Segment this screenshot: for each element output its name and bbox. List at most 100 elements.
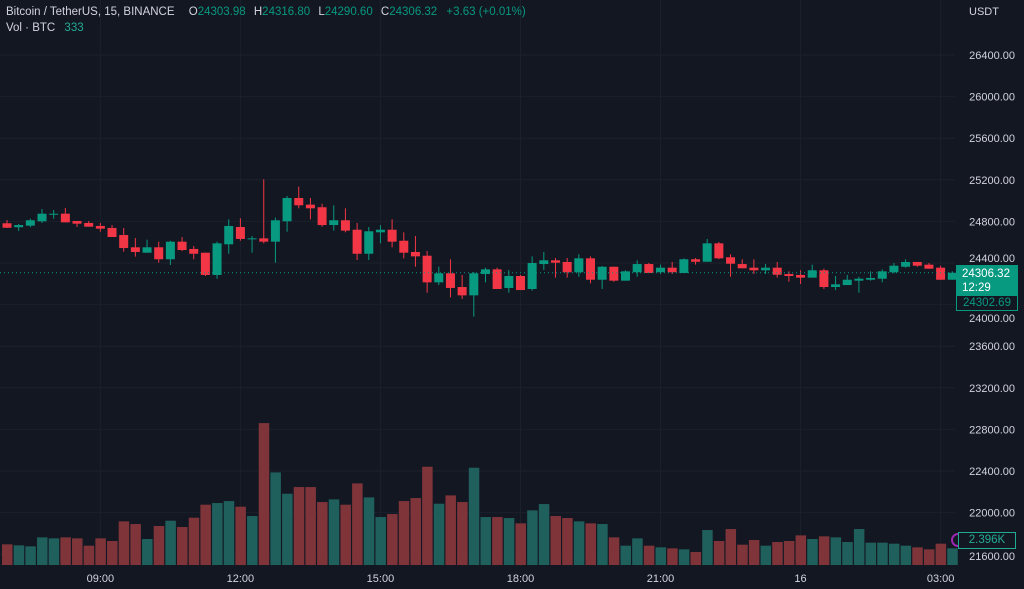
open-label: O: [188, 6, 198, 18]
volume-bar: [690, 552, 702, 565]
candle-body: [25, 220, 35, 226]
candle-body: [410, 251, 420, 257]
candle-body: [807, 270, 817, 278]
candle-body: [784, 274, 794, 276]
candle-body: [37, 213, 47, 222]
volume-bar: [748, 540, 760, 565]
low-label: L: [318, 6, 325, 18]
volume-bar: [433, 503, 445, 565]
volume-bar: [935, 543, 947, 565]
volume-bar: [258, 423, 270, 565]
volume-bar: [912, 547, 923, 565]
candle-body: [422, 255, 432, 283]
volume-bar: [865, 542, 877, 565]
candle-body: [282, 198, 292, 222]
volume-tag: 2.396K: [958, 532, 1016, 549]
symbol-title[interactable]: Bitcoin / TetherUS, 15, BINANCE: [6, 6, 175, 18]
volume-bar: [597, 524, 608, 565]
price-tick-label: 22800.00: [969, 424, 1015, 436]
price-tick-label: 22400.00: [969, 466, 1015, 478]
candle-body: [714, 243, 724, 259]
volume-bar: [608, 537, 620, 565]
volume-bar: [25, 546, 36, 565]
candle-body: [574, 258, 584, 273]
candle-body: [562, 261, 572, 273]
volume-bar: [352, 483, 363, 565]
prev-close-tag: 24302.69: [956, 295, 1018, 311]
open-value: 24303.98: [197, 6, 246, 18]
time-axis[interactable]: 09:00 12:00 15:00 18:00 21:00 16 03:00: [87, 573, 955, 585]
volume-bar: [375, 517, 386, 565]
volume-bar: [585, 523, 596, 565]
volume-bar: [772, 542, 783, 565]
volume-bar: [398, 501, 410, 565]
candle-body: [352, 229, 362, 254]
volume-bar: [37, 537, 48, 565]
candle-body: [387, 229, 397, 242]
price-axis[interactable]: 26400.00 26000.00 25600.00 25200.00 24800.00…: [969, 50, 1015, 563]
close-label: C: [380, 6, 390, 18]
volume-bar: [760, 545, 772, 565]
volume-bar: [853, 529, 865, 565]
volume-legend: Vol · BTC 333: [6, 22, 84, 34]
candle-body: [340, 220, 350, 231]
candle-body: [632, 264, 642, 273]
candle-body: [889, 265, 899, 273]
candle-body: [621, 271, 631, 281]
candle-body: [224, 225, 234, 245]
volume-bar: [293, 487, 305, 565]
currency-label[interactable]: USDT: [969, 6, 999, 18]
price-tick-label: 25600.00: [969, 133, 1015, 145]
price-tick-label: 23200.00: [969, 383, 1015, 395]
price-tick-label: 22000.00: [969, 508, 1015, 520]
candle-body: [691, 259, 701, 262]
candle-body: [259, 238, 269, 242]
candle-body: [737, 264, 747, 269]
candle-body: [294, 198, 304, 206]
volume-bar: [247, 516, 258, 565]
candle-body: [154, 247, 164, 260]
volume-bar: [457, 502, 468, 565]
candle-body: [457, 287, 467, 296]
volume-bar: [655, 547, 667, 565]
candle-body: [539, 260, 549, 265]
volume-value: 333: [64, 22, 84, 34]
candle-body: [95, 225, 105, 229]
candle-body: [399, 240, 409, 253]
candle-body: [84, 222, 94, 227]
change-value: +3.63 (+0.01%): [446, 6, 526, 18]
volume-bar: [678, 549, 690, 565]
candle-body: [305, 204, 315, 209]
volume-bar: [200, 504, 211, 565]
candle-body: [492, 269, 502, 289]
candle-body: [679, 259, 689, 273]
candle-body: [936, 267, 946, 280]
volume-bar: [95, 538, 106, 565]
volume-bar: [328, 499, 340, 565]
volume-bar: [713, 541, 725, 565]
volume-bar: [363, 497, 375, 565]
candle-body: [212, 243, 222, 275]
candle-body: [72, 220, 82, 224]
volume-label[interactable]: Vol · BTC: [6, 22, 56, 34]
volume-bar: [387, 514, 398, 565]
candle-body: [119, 235, 129, 249]
volume-bar: [620, 545, 632, 565]
volume-bar: [702, 530, 713, 565]
volume-bar: [888, 543, 900, 565]
candle-body: [831, 284, 841, 288]
close-value: 24306.32: [389, 6, 438, 18]
volume-bar: [83, 545, 95, 565]
volume-bar: [527, 510, 538, 565]
candle-body: [60, 213, 70, 223]
candle-body: [375, 229, 385, 233]
time-tick-label: 09:00: [87, 573, 115, 585]
volume-bar: [807, 539, 818, 565]
candle-body: [819, 270, 829, 288]
candle-body: [702, 243, 712, 262]
candle-body: [609, 266, 619, 281]
bar-countdown: 12:29: [962, 282, 991, 294]
candle-body: [200, 252, 210, 275]
volume-bar: [235, 506, 246, 565]
